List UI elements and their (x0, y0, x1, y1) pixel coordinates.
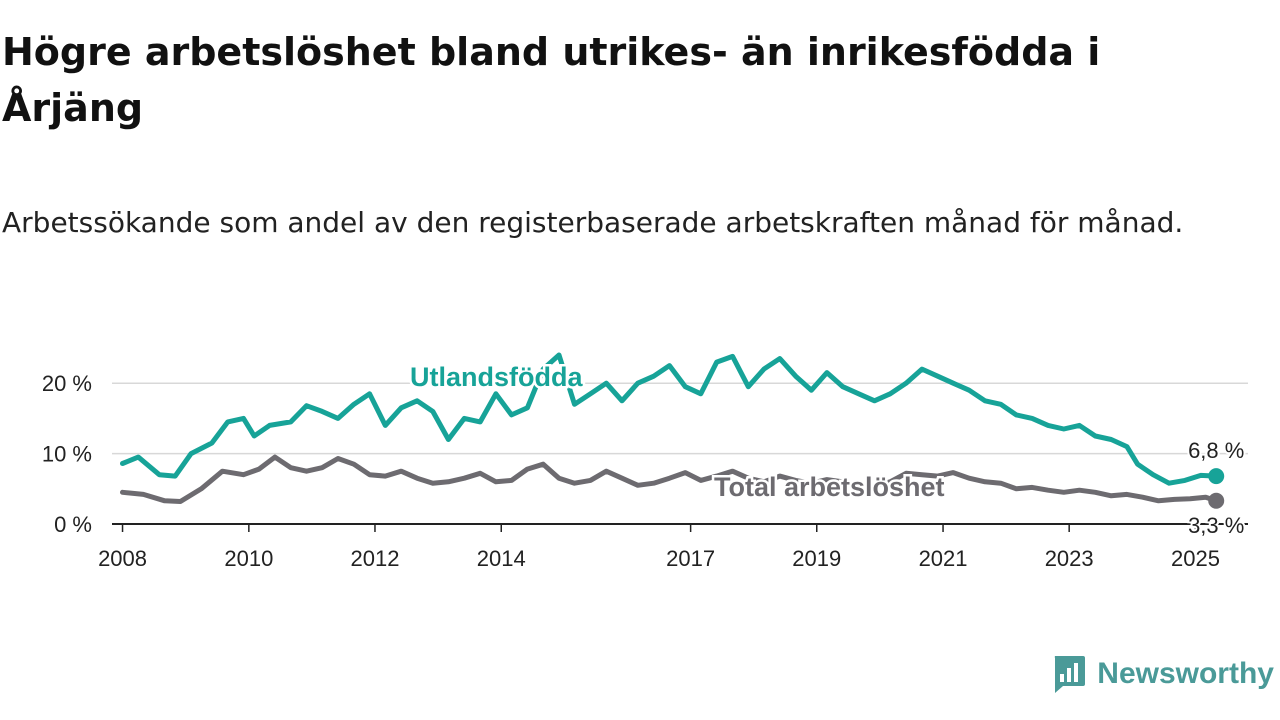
x-tick-label: 2023 (1045, 546, 1094, 571)
chart-subtitle: Arbetssökande som andel av den registerb… (2, 206, 1184, 239)
y-tick-label: 10 % (42, 442, 92, 467)
series-label: Total arbetslöshet (714, 472, 945, 502)
x-tick-label: 2025 (1171, 546, 1220, 571)
x-tick-label: 2019 (792, 546, 841, 571)
gridlines (112, 382, 1248, 455)
series-end-value: 3,3 % (1188, 513, 1244, 538)
series-line-1 (120, 454, 1219, 504)
newsworthy-logo-icon (1055, 656, 1086, 693)
series-line-0 (120, 352, 1219, 486)
y-axis: 0 % 10 % 20 % (42, 371, 92, 537)
x-tick-label: 2010 (224, 546, 273, 571)
series-end-marker (1208, 468, 1225, 485)
brand: Newsworthy (1051, 652, 1274, 696)
x-tick-label: 2017 (666, 546, 715, 571)
x-tick-label: 2021 (919, 546, 968, 571)
brand-name: Newsworthy (1097, 657, 1274, 690)
series-label: Utlandsfödda (410, 362, 583, 392)
x-axis: 2008 2010 2012 2014 2017 2019 2021 2023 2025 (98, 523, 1248, 571)
y-tick-label: 0 % (54, 512, 92, 537)
series-end-marker (1208, 492, 1225, 509)
x-tick-label: 2012 (350, 546, 399, 571)
line-chart: 0 % 10 % 20 % 2008 2010 2012 2014 2017 2019 2021… (42, 352, 1248, 571)
y-tick-label: 20 % (42, 371, 92, 396)
x-tick-label: 2014 (477, 546, 526, 571)
chart-title: Högre arbetslöshet bland utrikes- än inr… (2, 30, 1101, 130)
x-tick-label: 2008 (98, 546, 147, 571)
series-end-value: 6,8 % (1188, 438, 1244, 463)
series-labels: 6,8 % Utlandsfödda 3,3 % Total arbetslöshet (408, 360, 1247, 540)
series-lines (120, 352, 1225, 509)
